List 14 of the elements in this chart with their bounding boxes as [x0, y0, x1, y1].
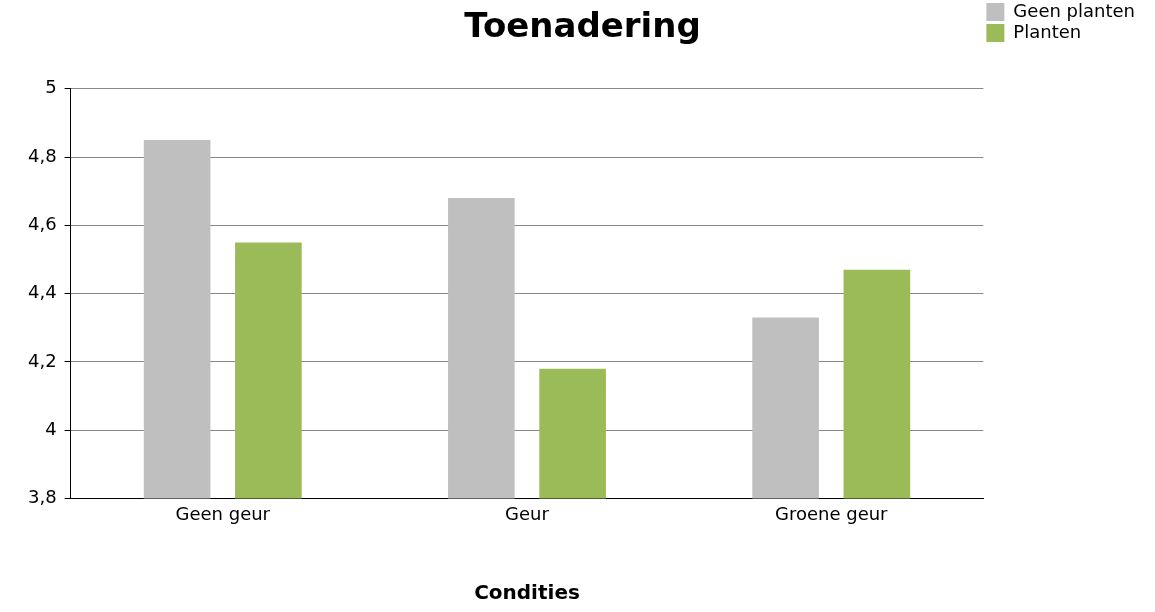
y-tick-label: 4 — [45, 417, 57, 439]
legend-label: Planten — [1013, 20, 1082, 42]
y-tick-label: 5 — [45, 76, 57, 98]
x-tick-label: Geen geur — [175, 502, 271, 524]
y-tick-label: 4,2 — [27, 349, 57, 371]
chart-title: Toenadering — [464, 5, 701, 46]
x-axis-title: Condities — [474, 580, 580, 605]
legend-label: Geen planten — [1013, 0, 1136, 21]
y-tick-label: 4,6 — [27, 213, 57, 235]
y-tick-label: 4,4 — [27, 281, 57, 303]
y-tick-label: 4,8 — [27, 144, 57, 166]
y-tick-label: 3,8 — [27, 486, 57, 508]
x-tick-label: Geur — [505, 502, 550, 524]
x-tick-label: Groene geur — [774, 502, 889, 524]
